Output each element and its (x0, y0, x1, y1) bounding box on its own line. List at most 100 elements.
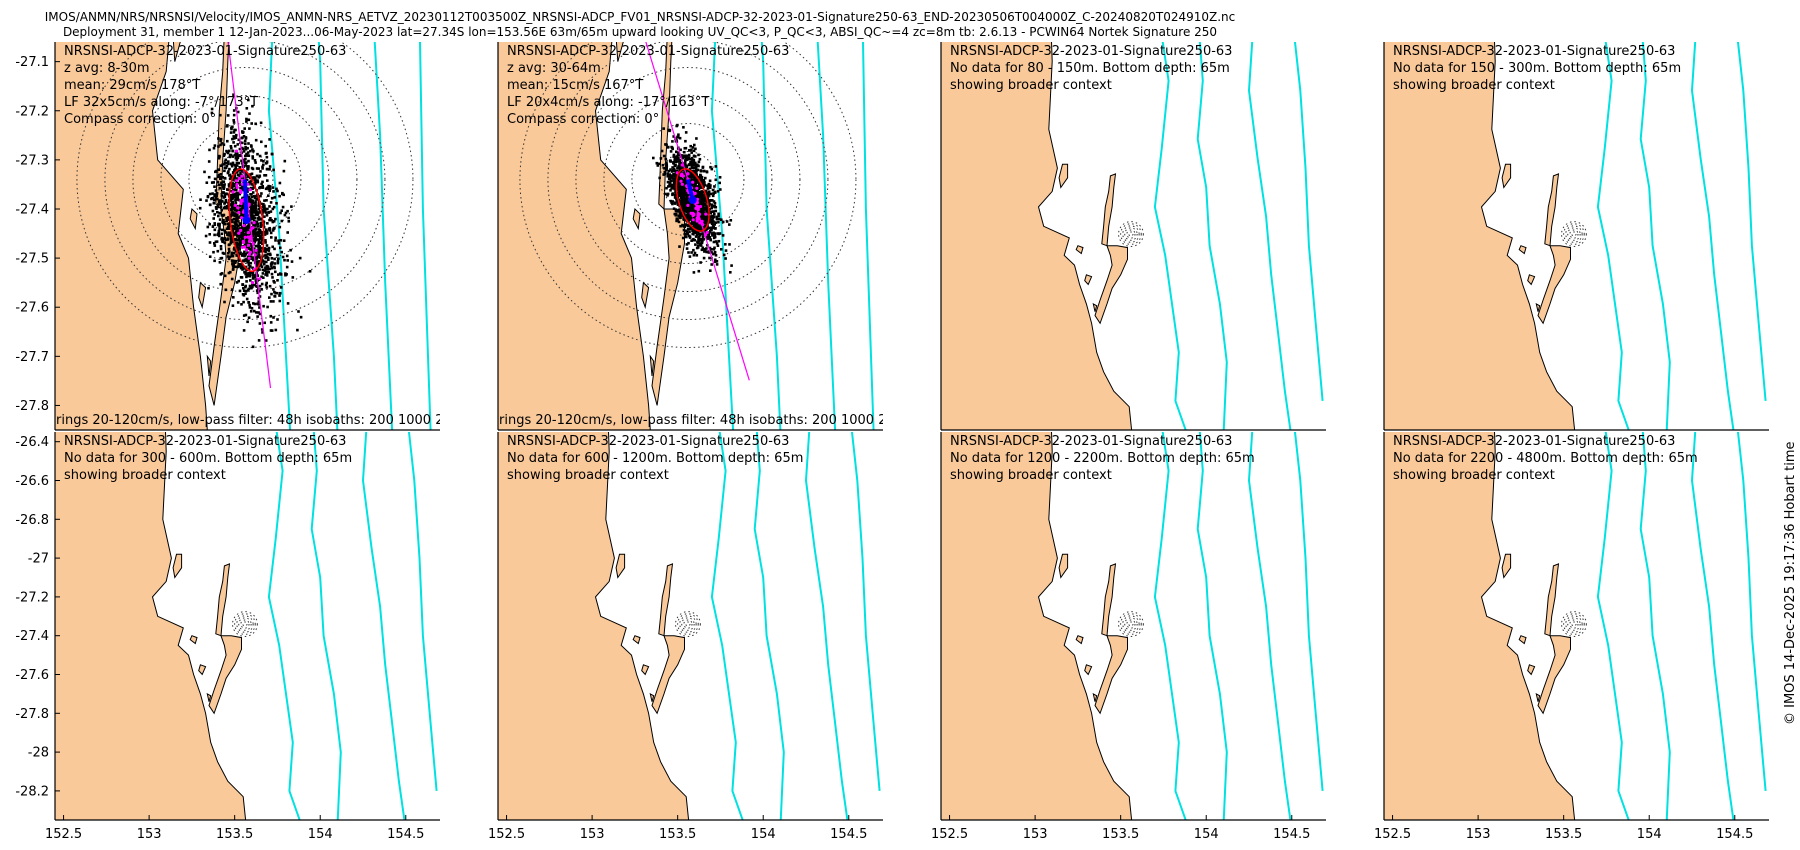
speed-ring-120 (1561, 221, 1587, 247)
island-north-stradbroke (651, 635, 685, 715)
panel-title: NRSNSI-ADCP-32-2023-01-Signature250-63 (507, 44, 789, 59)
small-island (1075, 635, 1084, 645)
x-tick-label: 152.5 (931, 827, 968, 842)
x-tick-label: 154.5 (387, 827, 424, 842)
small-island (632, 207, 641, 231)
timestamp-stamp: © IMOS 14-Dec-2025 19:17:36 Hobart time (1783, 441, 1798, 725)
y-tick-label: -27.7 (15, 350, 49, 365)
speed-ring-40 (683, 619, 693, 629)
speed-ring-100 (677, 613, 699, 635)
speed-ring-20 (1128, 231, 1134, 237)
y-tick-label: -27.2 (15, 590, 49, 605)
land-mainland (1384, 42, 1576, 430)
panel-title: NRSNSI-ADCP-32-2023-01-Signature250-63 (950, 434, 1232, 449)
isobath-line-2 (310, 432, 342, 820)
speed-ring-20 (1128, 621, 1134, 627)
velocity-scatter (198, 93, 312, 349)
small-island (189, 635, 198, 645)
island-bribie (172, 42, 181, 62)
small-island (641, 664, 650, 676)
island-bribie (1058, 553, 1069, 579)
speed-ring-20 (685, 621, 691, 627)
small-island (1075, 245, 1084, 255)
panel-annotation: z avg: 8-30m (64, 61, 150, 76)
speed-ring-80 (1122, 615, 1140, 633)
x-tick-label: 153.5 (1545, 827, 1582, 842)
island-moreton (1101, 173, 1117, 247)
isobath-line-3 (373, 42, 394, 430)
land-mainland (498, 42, 651, 430)
y-tick-label: -27.4 (15, 202, 49, 217)
isobath-line-4 (419, 42, 432, 430)
land-mainland (498, 432, 690, 820)
y-tick-label: -28.2 (15, 784, 49, 799)
island-moreton (215, 563, 231, 637)
speed-ring-60 (1124, 617, 1138, 631)
small-island (1092, 692, 1098, 702)
y-tick-label: -27.8 (15, 399, 49, 414)
mean-velocity-vector (242, 179, 249, 221)
isobath-line-3 (1690, 42, 1735, 430)
small-island (1535, 692, 1541, 702)
speed-ring-80 (1122, 225, 1140, 243)
map-panel-7: 152.5 153 153.5 154 154.5 NRSNSI-ADCP-32-2023… (931, 432, 1326, 842)
island-bribie (1501, 553, 1512, 579)
panel-title: NRSNSI-ADCP-32-2023-01-Signature250-63 (1393, 434, 1675, 449)
map-panel-4: NRSNSI-ADCP-32-2023-01-Signature250-63 No… (1383, 42, 1769, 431)
small-island (1527, 274, 1536, 286)
variance-ellipse (228, 168, 265, 273)
speed-ring-100 (1120, 613, 1142, 635)
island-north-stradbroke (1094, 245, 1128, 325)
panel-annotation: Compass correction: 0° (507, 112, 659, 127)
isobath-line-2 (760, 42, 782, 430)
island-bribie (615, 553, 626, 579)
x-tick-label: 154.5 (1273, 827, 1310, 842)
isobath-line-3 (816, 42, 837, 430)
x-tick-label: 153.5 (659, 827, 696, 842)
island-bribie (1501, 163, 1512, 189)
isobath-line-1 (710, 42, 735, 430)
isobath-line-4 (407, 432, 438, 791)
panel-title: NRSNSI-ADCP-32-2023-01-Signature250-63 (1393, 44, 1675, 59)
isobath-line-3 (1690, 432, 1735, 820)
x-tick-label: 154 (308, 827, 333, 842)
isobath-line-2 (1639, 432, 1671, 820)
island-moreton (1544, 563, 1560, 637)
isobath-line-3 (361, 432, 406, 820)
panel-annotation: showing broader context (1393, 468, 1555, 483)
isobath-line-1 (1153, 432, 1187, 820)
speed-ring-80 (1565, 615, 1583, 633)
island-north-stradbroke (1094, 635, 1128, 715)
speed-ring-60 (238, 617, 252, 631)
panel-annotation: mean: 29cm/s 178°T (64, 78, 200, 93)
x-tick-label: 154 (1637, 827, 1662, 842)
small-island (1084, 274, 1093, 286)
speed-ring-120 (1118, 611, 1144, 637)
map-panel-2: NRSNSI-ADCP-32-2023-01-Signature250-63 z … (497, 42, 883, 431)
y-tick-label: -27.5 (15, 252, 49, 267)
x-tick-label: 153 (137, 827, 162, 842)
island-bribie (1058, 163, 1069, 189)
figure-title-line-2: Deployment 31, member 1 12-Jan-2023...06… (62, 25, 1218, 39)
isobath-line-1 (1596, 42, 1630, 430)
panel-annotation: LF 20x4cm/s along: -17°/163°T (507, 95, 709, 110)
speed-ring-100 (1563, 223, 1585, 245)
speed-ring-40 (188, 123, 302, 237)
isobath-line-3 (1247, 432, 1292, 820)
speed-ring-80 (575, 67, 801, 293)
mean-velocity-head (242, 216, 251, 225)
map-panel-8: 152.5 153 153.5 154 154.5 NRSNSI-ADCP-32-2023… (1374, 432, 1769, 842)
small-island (641, 281, 650, 310)
y-tick-label: -26.8 (15, 513, 49, 528)
y-tick-label: -27 (28, 552, 49, 567)
speed-ring-100 (104, 42, 386, 320)
y-tick-label: -27.6 (15, 668, 49, 683)
small-island (1518, 635, 1527, 645)
isobath-line-2 (1196, 432, 1228, 820)
small-island (632, 635, 641, 645)
x-tick-label: 153 (580, 827, 605, 842)
small-island (206, 354, 212, 377)
island-north-stradbroke (1537, 635, 1571, 715)
isobath-line-3 (1247, 42, 1292, 430)
map-panel-6: 152.5 153 153.5 154 154.5 NRSNSI-ADCP-32-2023… (488, 432, 883, 842)
